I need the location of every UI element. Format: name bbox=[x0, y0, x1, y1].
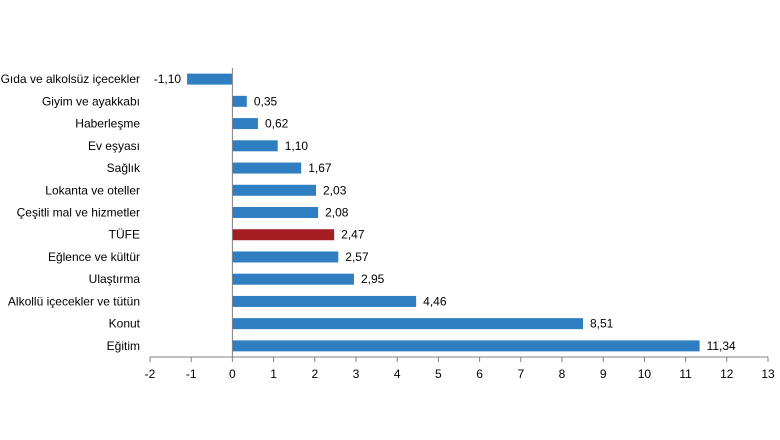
x-tick-label: 1 bbox=[270, 367, 277, 381]
x-tick-label: 8 bbox=[559, 367, 566, 381]
x-tick-label: 10 bbox=[638, 367, 652, 381]
bar-4 bbox=[232, 140, 278, 152]
bar-1 bbox=[187, 73, 233, 85]
value-label: 1,67 bbox=[308, 161, 332, 175]
bar-8 bbox=[232, 229, 335, 241]
value-label: 2,47 bbox=[341, 228, 365, 242]
bar-11 bbox=[232, 295, 417, 307]
value-label: 8,51 bbox=[590, 317, 614, 331]
x-tick-label: 4 bbox=[394, 367, 401, 381]
value-label: 0,62 bbox=[265, 117, 289, 131]
x-tick-label: -1 bbox=[186, 367, 197, 381]
value-label: 2,03 bbox=[323, 183, 347, 197]
bar-2 bbox=[232, 95, 247, 107]
x-tick-label: 6 bbox=[476, 367, 483, 381]
category-label: Lokanta ve oteller bbox=[45, 183, 140, 197]
category-label: Ev eşyası bbox=[88, 139, 140, 153]
category-label: Sağlık bbox=[107, 161, 141, 175]
value-label: 11,34 bbox=[707, 339, 736, 353]
bar-12 bbox=[232, 318, 584, 330]
value-label: 2,08 bbox=[325, 206, 349, 220]
bar-9 bbox=[232, 251, 339, 263]
category-label: Çeşitli mal ve hizmetler bbox=[17, 206, 140, 220]
bar-5 bbox=[232, 162, 302, 174]
category-label: Konut bbox=[109, 317, 141, 331]
value-label: -1,10 bbox=[154, 72, 182, 86]
bar-10 bbox=[232, 273, 354, 285]
x-tick-label: 5 bbox=[435, 367, 442, 381]
bar-7 bbox=[232, 207, 319, 218]
category-label: Gıda ve alkolsüz içecekler bbox=[1, 72, 140, 86]
x-tick-label: 11 bbox=[679, 367, 692, 381]
category-label: Giyim ve ayakkabı bbox=[42, 94, 140, 108]
x-tick-label: 9 bbox=[600, 367, 607, 381]
category-label: Alkollü içecekler ve tütün bbox=[8, 294, 140, 308]
x-tick-label: 12 bbox=[720, 367, 734, 381]
bar-13 bbox=[232, 340, 700, 352]
category-label: Haberleşme bbox=[75, 117, 140, 131]
x-tick-label: 3 bbox=[353, 367, 360, 381]
value-label: 0,35 bbox=[254, 94, 278, 108]
category-label: TÜFE bbox=[109, 228, 140, 242]
x-tick-label: 13 bbox=[761, 367, 775, 381]
category-label: Eğitim bbox=[107, 339, 140, 353]
category-label: Ulaştırma bbox=[89, 272, 141, 286]
bar-6 bbox=[232, 184, 317, 196]
value-label: 1,10 bbox=[285, 139, 309, 153]
value-label: 4,46 bbox=[423, 294, 447, 308]
x-tick-label: 7 bbox=[517, 367, 524, 381]
x-tick-label: -2 bbox=[145, 367, 156, 381]
category-label: Eğlence ve kültür bbox=[48, 250, 140, 264]
value-label: 2,95 bbox=[361, 272, 385, 286]
bar-3 bbox=[232, 118, 258, 130]
value-label: 2,57 bbox=[345, 250, 369, 264]
x-tick-label: 0 bbox=[229, 367, 236, 381]
x-tick-label: 2 bbox=[311, 367, 318, 381]
